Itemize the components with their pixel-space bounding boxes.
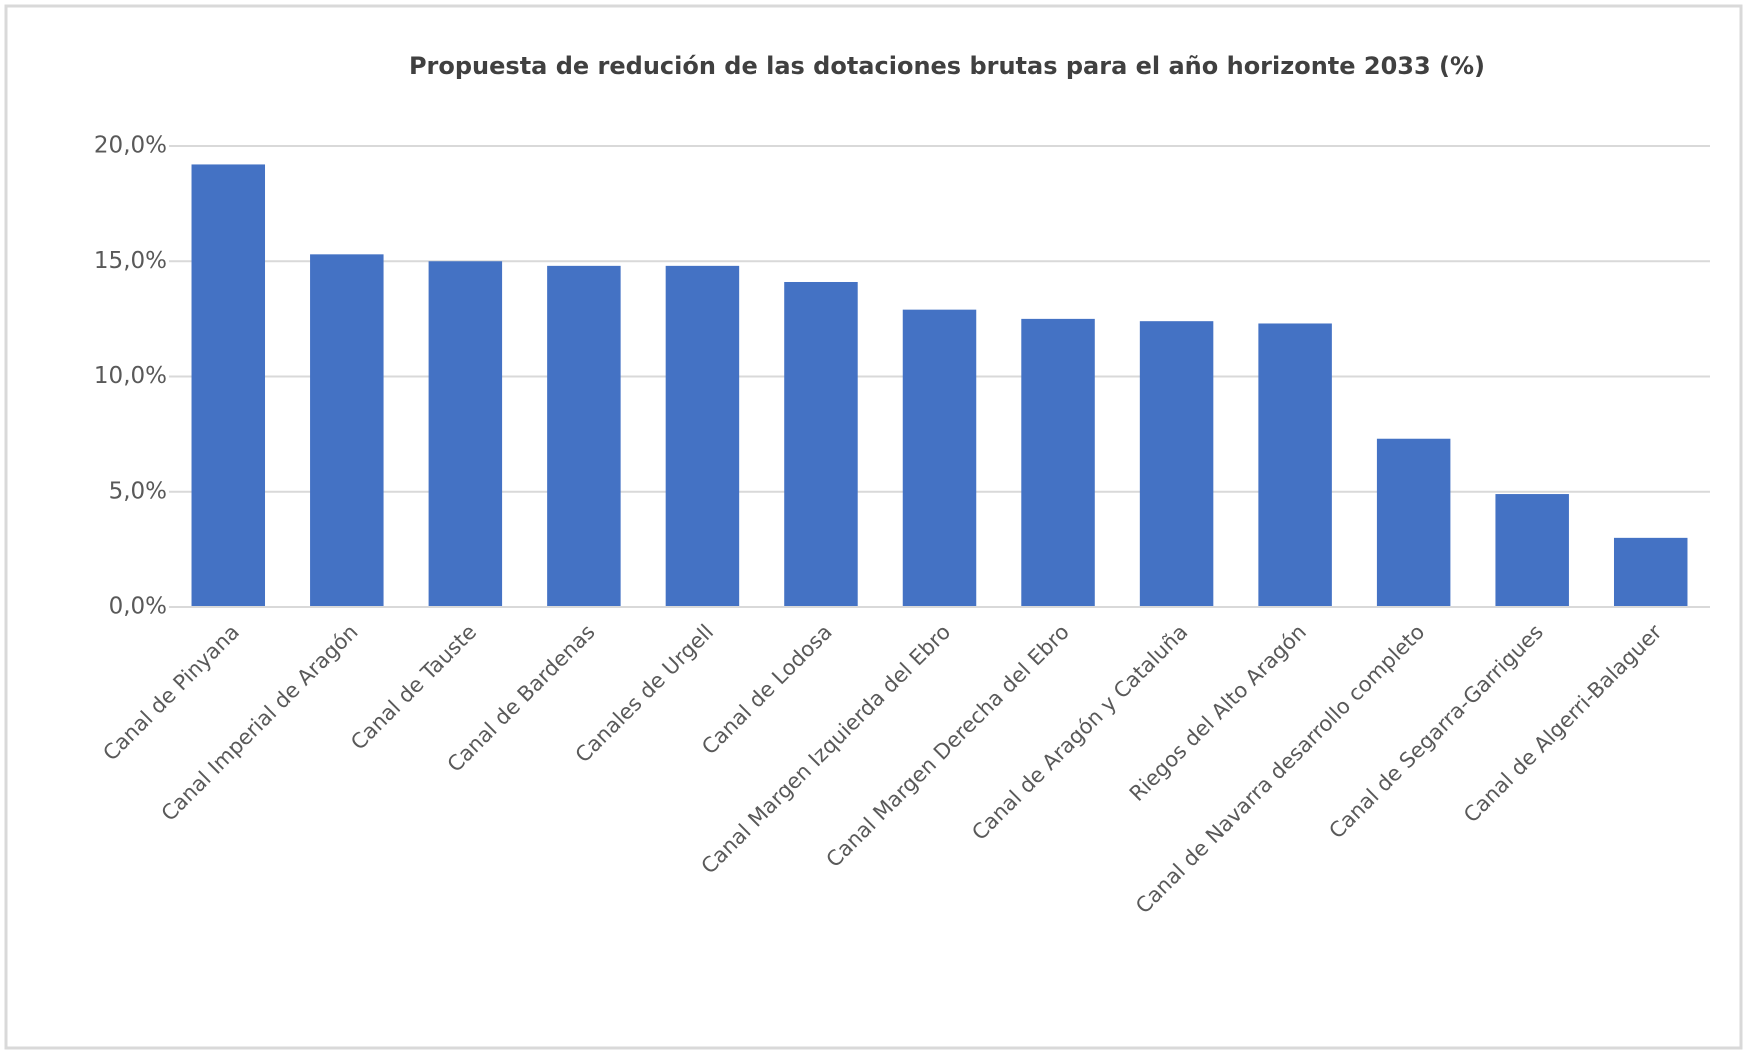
bar <box>784 281 858 607</box>
y-tick-label: 5,0% <box>109 478 167 504</box>
y-tick-label: 0,0% <box>109 594 167 620</box>
bar <box>310 254 384 607</box>
bar <box>1139 321 1214 607</box>
bar <box>1495 494 1569 607</box>
chart-frame <box>4 4 1743 1050</box>
bar <box>1021 318 1095 607</box>
y-tick-label: 20,0% <box>94 133 167 159</box>
bar <box>1258 323 1332 607</box>
bar <box>1613 537 1688 607</box>
bar <box>665 265 740 607</box>
bar <box>1376 438 1451 607</box>
y-tick-label: 15,0% <box>94 248 167 274</box>
bar <box>547 265 621 607</box>
y-tick-label: 10,0% <box>94 363 167 389</box>
bar <box>191 164 266 607</box>
bar <box>902 309 977 607</box>
bar <box>428 261 503 607</box>
chart-title: Propuesta de redución de las dotaciones … <box>409 52 1485 80</box>
